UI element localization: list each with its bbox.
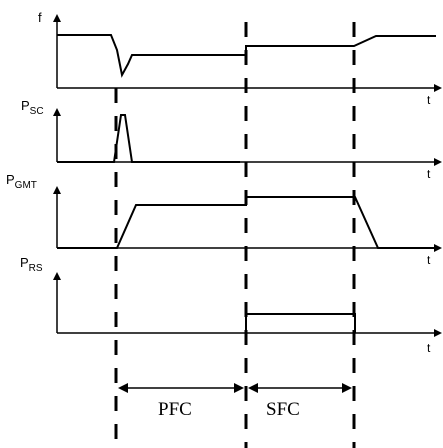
psc-y-axis-arrow [53, 108, 61, 116]
panel-pgmt: PGMT t [6, 172, 442, 267]
pfc-label: PFC [158, 399, 192, 420]
sfc-arrow-left [248, 383, 258, 393]
pgmt-label-main: P [6, 172, 15, 187]
f-x-axis-arrow [434, 84, 442, 92]
prs-signal [245, 313, 356, 333]
psc-label-main: P [21, 98, 30, 113]
pgmt-axis-label: PGMT [6, 172, 37, 191]
pgmt-x-axis-arrow [434, 244, 442, 252]
psc-signal [57, 114, 240, 163]
f-t-label: t [427, 93, 431, 107]
interval-pfc: PFC [118, 383, 244, 420]
panel-prs: PRS t [20, 255, 442, 355]
psc-axis-label: PSC [21, 98, 44, 117]
panel-psc: PSC t [21, 98, 442, 181]
prs-axis-label: PRS [20, 255, 43, 274]
prs-x-axis-arrow [434, 329, 442, 337]
pfc-arrow-right [234, 383, 244, 393]
f-axis-label: f [38, 10, 42, 25]
psc-t-label: t [427, 167, 431, 181]
panel-f: f t [38, 10, 442, 107]
prs-label-main: P [20, 255, 29, 270]
pgmt-y-axis-arrow [53, 186, 61, 194]
psc-x-axis-arrow [434, 158, 442, 166]
prs-label-sub: RS [29, 263, 43, 274]
f-signal [57, 34, 436, 78]
pgmt-t-label: t [427, 253, 431, 267]
prs-y-axis-arrow [53, 272, 61, 280]
sfc-arrow-right [342, 383, 352, 393]
interval-sfc: SFC [248, 383, 352, 420]
f-y-axis-arrow [53, 14, 61, 22]
prs-t-label: t [427, 341, 431, 355]
sfc-label: SFC [266, 399, 300, 420]
psc-label-sub: SC [30, 106, 44, 117]
pgmt-label-sub: GMT [15, 180, 37, 191]
pfc-arrow-left [118, 383, 128, 393]
